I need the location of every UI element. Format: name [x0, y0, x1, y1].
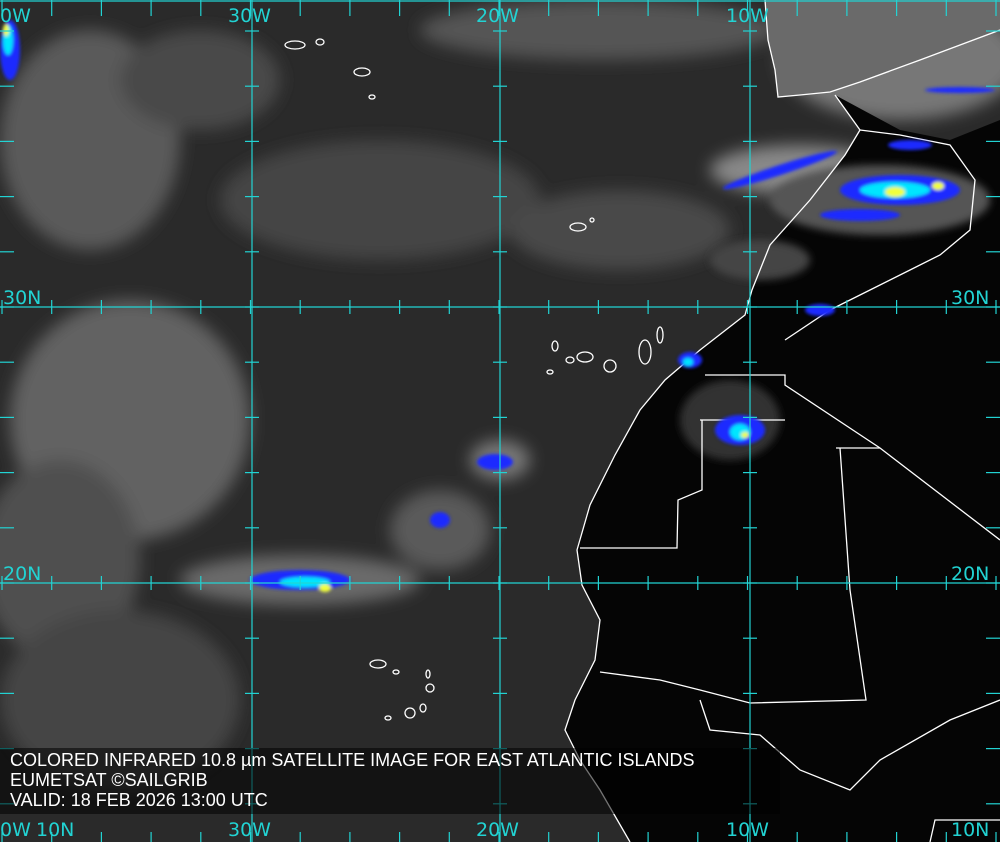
cold-cloud-tops — [0, 20, 995, 592]
bottom-label-20w: 20W — [476, 819, 519, 841]
top-label-40w: 0W — [0, 5, 31, 27]
caption-title: COLORED INFRARED 10.8 µm SATELLITE IMAGE… — [10, 750, 695, 770]
africa-land — [565, 95, 1000, 842]
caption-credit: EUMETSAT ©SAILGRIB — [10, 770, 208, 790]
right-label-30n: 30N — [951, 287, 990, 309]
left-label-30n: 30N — [3, 287, 42, 309]
right-label-20n: 20N — [951, 563, 990, 585]
caption-valid-time: VALID: 18 FEB 2026 13:00 UTC — [10, 790, 268, 810]
bottom-label-10n-left: 10N — [36, 819, 75, 841]
iberia-land — [765, 0, 1000, 97]
top-label-30w: 30W — [228, 5, 271, 27]
bottom-label-10w: 10W — [726, 819, 769, 841]
bottom-label-30w: 30W — [228, 819, 271, 841]
bottom-label-10n-right: 10N — [951, 819, 990, 841]
top-label-20w: 20W — [476, 5, 519, 27]
image-caption: COLORED INFRARED 10.8 µm SATELLITE IMAGE… — [0, 748, 780, 814]
bottom-label-40w: 0W — [0, 819, 31, 841]
left-label-20n: 20N — [3, 563, 42, 585]
top-label-10w: 10W — [726, 5, 769, 27]
coastlines — [284, 0, 1000, 842]
